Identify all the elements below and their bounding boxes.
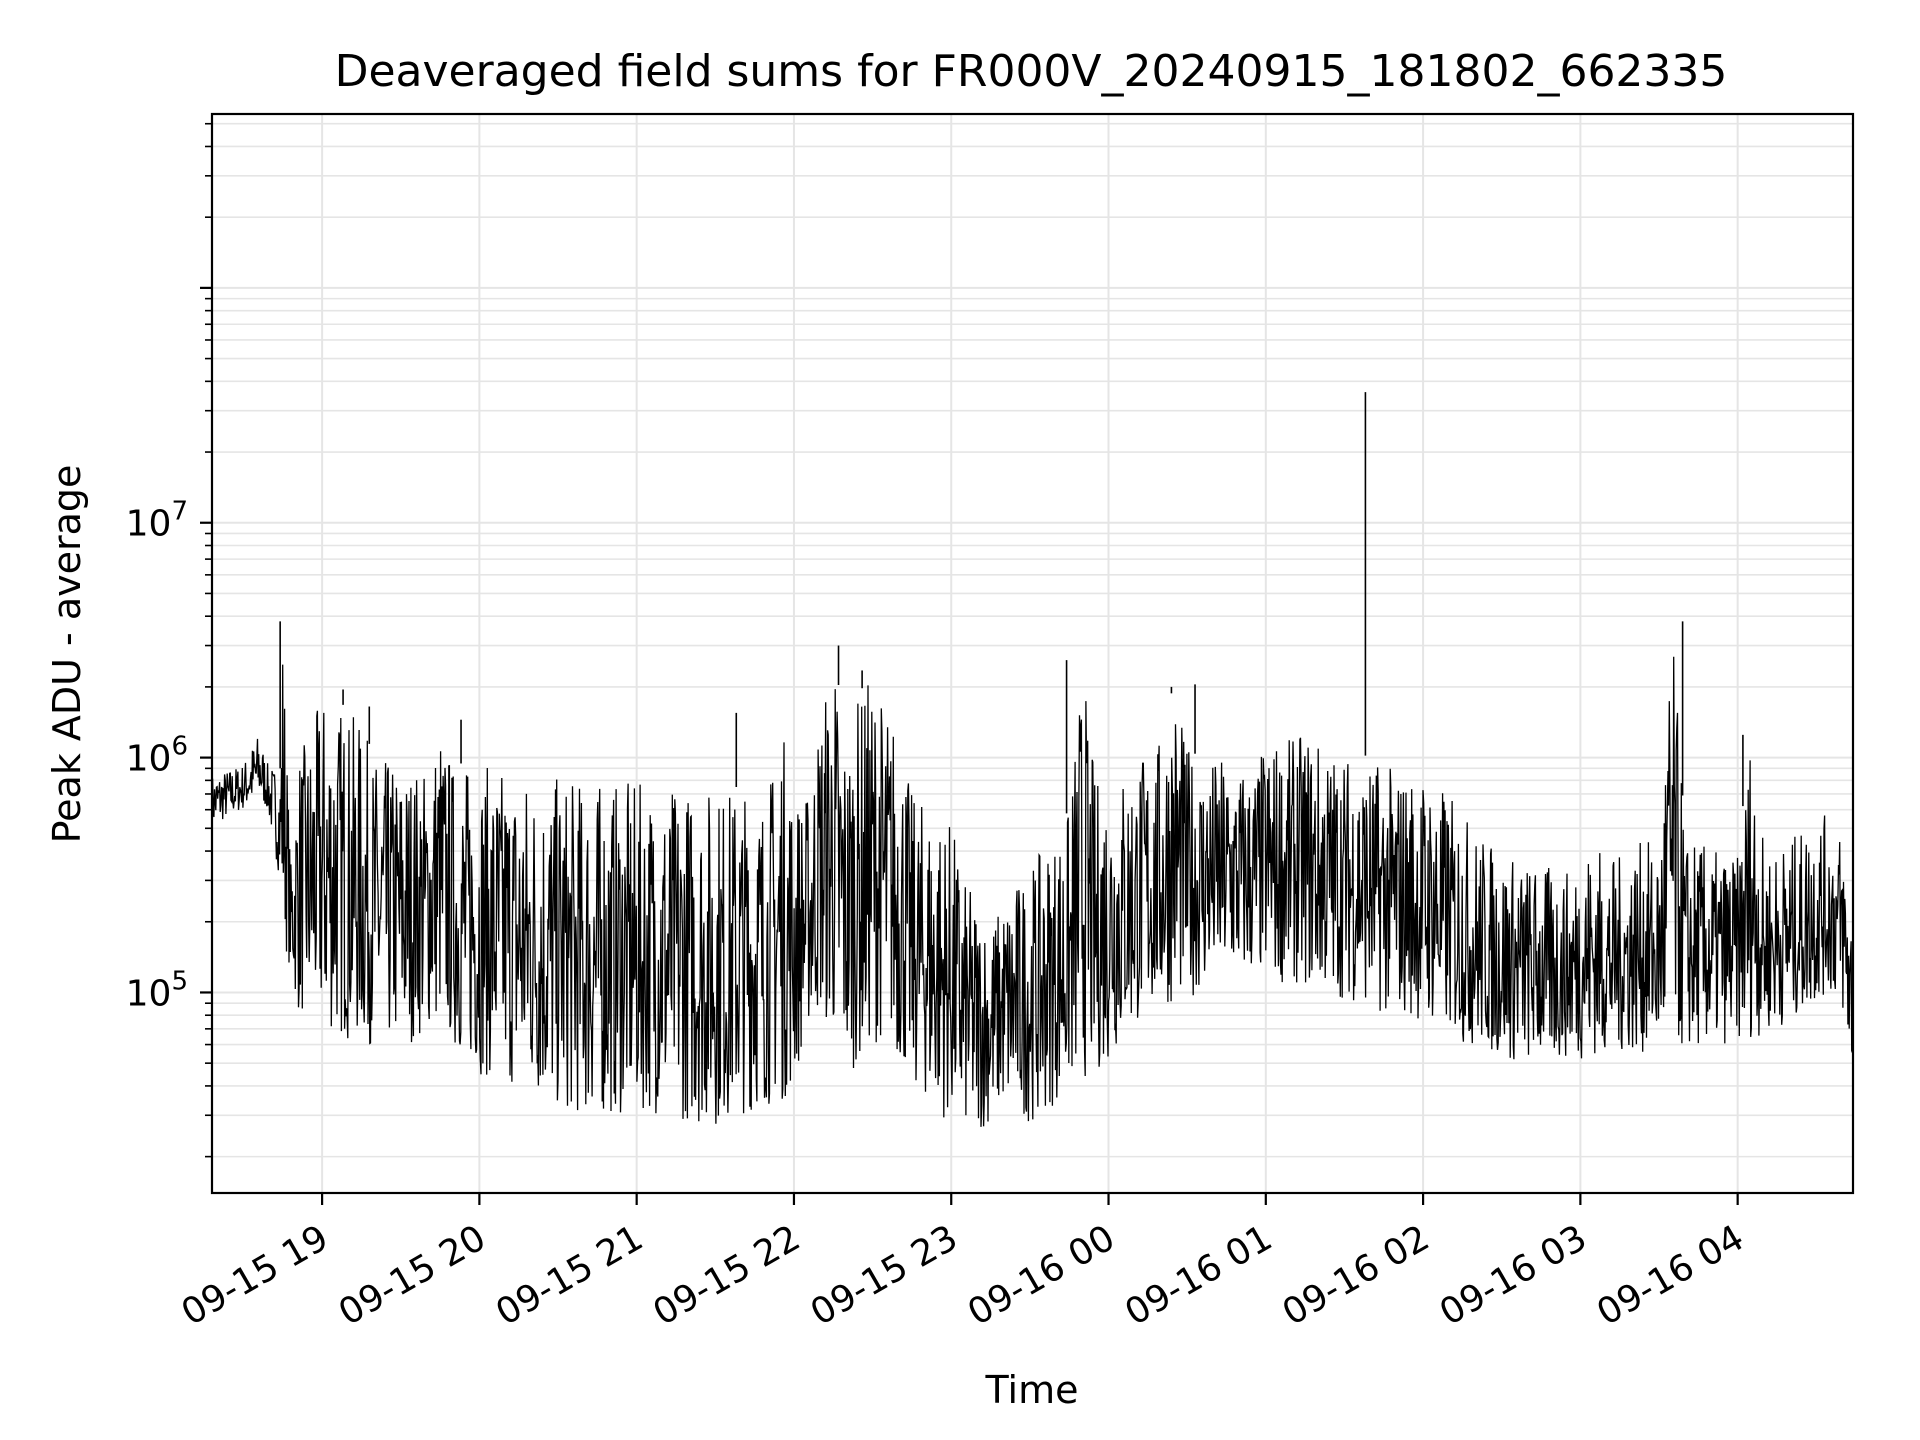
y-axis-label: Peak ADU - average bbox=[45, 465, 89, 844]
x-axis-label: Time bbox=[985, 1368, 1079, 1412]
y-tick-label-0: 105 bbox=[126, 966, 188, 1014]
plot-frame bbox=[210, 112, 1855, 1195]
y-axis-ticks: 105 106 107 bbox=[126, 122, 212, 1158]
series-group bbox=[211, 392, 1854, 1127]
series-line bbox=[211, 656, 1854, 1127]
y-tick-label-1: 106 bbox=[126, 732, 188, 780]
y-tick-label-2: 107 bbox=[126, 497, 188, 545]
chart-title: Deaveraged field sums for FR000V_2024091… bbox=[335, 46, 1728, 97]
